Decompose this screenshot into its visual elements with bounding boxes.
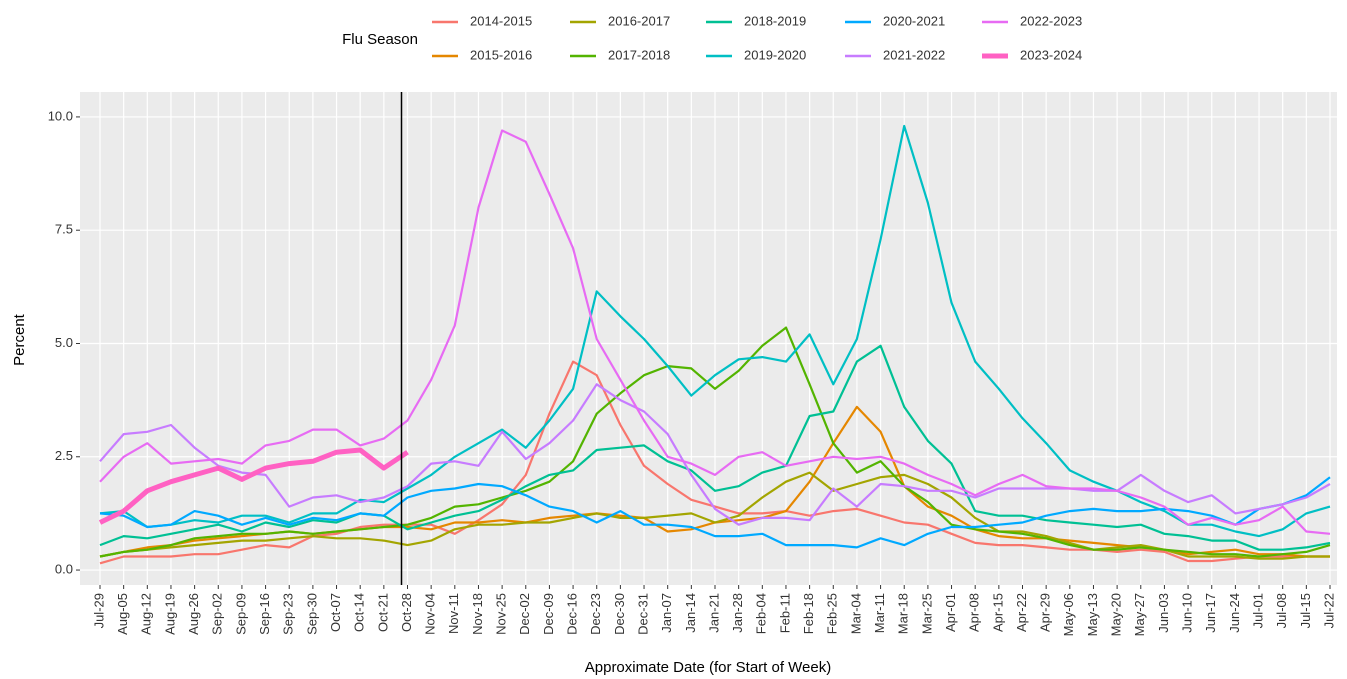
x-tick-label: May-20 [1109,593,1124,636]
x-tick-label: Jul-29 [91,593,106,628]
x-tick-label: Jul-15 [1298,593,1313,628]
legend-label: 2018-2019 [744,13,806,28]
x-tick-label: Oct-07 [328,593,343,632]
x-tick-label: Mar-04 [848,593,863,634]
x-tick-label: Feb-25 [825,593,840,634]
x-tick-label: Mar-11 [872,593,887,633]
x-tick-label: Dec-30 [612,593,627,635]
legend-title: Flu Season [342,31,418,48]
x-tick-label: Sep-02 [210,593,225,635]
x-tick-label: Feb-18 [801,593,816,634]
x-tick-label: Jan-21 [706,593,721,633]
x-tick-label: Apr-15 [990,593,1005,632]
x-tick-label: Jan-07 [659,593,674,633]
series-line [99,471,1330,560]
y-tick-label: 7.5 [55,222,73,237]
x-tick-label: Jun-17 [1203,593,1218,633]
legend-label: 2017-2018 [608,47,670,62]
legend-label: 2020-2021 [883,13,945,28]
legend-label: 2021-2022 [883,47,945,62]
x-tick-label: May-06 [1061,593,1076,636]
x-tick-label: Apr-29 [1038,593,1053,632]
x-tick-label: Mar-25 [919,593,934,634]
series-line [99,383,1331,526]
series-line [99,476,1331,549]
x-tick-label: Nov-18 [470,593,485,635]
legend-label: 2023-2024 [1020,47,1082,62]
legend-label: 2016-2017 [608,13,670,28]
x-tick-label: Aug-12 [139,593,154,635]
x-tick-label: Jul-01 [1250,593,1265,628]
legend-label: 2019-2020 [744,47,806,62]
legend-label: 2014-2015 [470,13,532,28]
x-tick-label: Feb-11 [777,593,792,633]
x-tick-label: Jun-10 [1180,593,1195,633]
x-tick-label: Sep-30 [304,593,319,635]
x-tick-label: Mar-18 [896,593,911,634]
x-tick-label: Dec-16 [565,593,580,635]
legend-label: 2022-2023 [1020,13,1082,28]
x-tick-label: Sep-23 [281,593,296,635]
x-tick-label: Apr-01 [943,593,958,632]
series-line [99,326,1331,558]
x-tick-label: Feb-04 [754,593,769,634]
series-line [99,344,1331,551]
x-tick-label: Nov-11 [446,593,461,634]
x-tick-label: Oct-14 [352,593,367,632]
x-tick-label: Jun-24 [1227,593,1242,633]
x-tick-label: Oct-21 [375,593,390,632]
x-tick-label: May-27 [1132,593,1147,636]
series-line [99,124,1331,538]
x-tick-label: Apr-08 [967,593,982,632]
x-tick-label: Dec-09 [541,593,556,635]
x-tick-label: Jan-28 [730,593,745,633]
x-tick-label: Aug-05 [115,593,130,635]
series-line [98,447,409,525]
legend-label: 2015-2016 [470,47,532,62]
x-tick-label: Dec-02 [517,593,532,635]
series-line [99,360,1330,565]
series-line [99,129,1331,535]
x-tick-label: Jul-08 [1274,593,1289,628]
x-tick-label: Oct-28 [399,593,414,632]
y-tick-label: 10.0 [48,108,73,123]
y-tick-label: 2.5 [55,448,73,463]
x-tick-label: Nov-25 [494,593,509,635]
x-tick-label: Dec-31 [635,593,650,635]
x-tick-label: Dec-23 [588,593,603,635]
x-tick-label: Aug-26 [186,593,201,635]
x-tick-label: Jan-14 [683,593,698,633]
x-tick-label: Jul-22 [1321,593,1336,628]
x-tick-label: Apr-22 [1014,593,1029,632]
x-tick-label: Sep-09 [233,593,248,635]
x-axis-title: Approximate Date (for Start of Week) [585,659,831,676]
x-tick-label: May-13 [1085,593,1100,636]
x-tick-label: Aug-19 [162,593,177,635]
y-axis-title: Percent [11,313,28,366]
x-tick-label: Sep-16 [257,593,272,635]
y-tick-label: 0.0 [55,561,73,576]
x-tick-label: Nov-04 [423,593,438,635]
x-tick-label: Jun-03 [1156,593,1171,633]
y-tick-label: 5.0 [55,335,73,350]
